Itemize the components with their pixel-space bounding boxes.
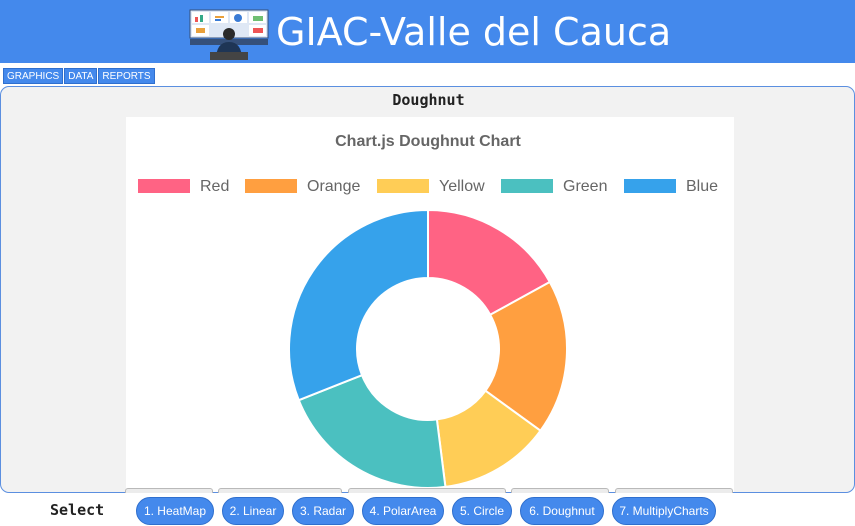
app-header: GIAC-Valle del Cauca [0, 0, 855, 63]
polararea-button[interactable]: 4. PolarArea [362, 497, 444, 525]
doughnut-slice[interactable] [297, 373, 447, 489]
doughnut-chart: Chart.js Doughnut Chart Red Orange Yellow G… [138, 133, 718, 489]
doughnut-button[interactable]: 6. Doughnut [520, 497, 604, 525]
chart-slices [288, 208, 568, 489]
legend-swatch[interactable] [624, 179, 676, 193]
circle-button[interactable]: 5. Circle [452, 497, 512, 525]
multiplycharts-button[interactable]: 7. MultiplyCharts [612, 497, 716, 525]
legend-swatch[interactable] [377, 179, 429, 193]
nav-tab-graphics[interactable]: GRAPHICS [3, 68, 64, 84]
tab-edge [125, 488, 213, 493]
heatmap-button[interactable]: 1. HeatMap [136, 497, 214, 525]
tab-edge [511, 488, 609, 493]
legend-swatch[interactable] [501, 179, 553, 193]
nav-tab-reports[interactable]: REPORTS [98, 68, 155, 84]
panel-title: Doughnut [392, 91, 465, 109]
legend-swatch[interactable] [245, 179, 297, 193]
radar-button[interactable]: 3. Radar [292, 497, 354, 525]
legend-label[interactable]: Red [200, 178, 229, 195]
tab-edge [348, 488, 506, 493]
select-label: Select [50, 501, 105, 519]
nav-tab-data[interactable]: DATA [64, 68, 98, 84]
tab-edge [218, 488, 342, 493]
legend-label[interactable]: Green [563, 178, 607, 195]
tab-edge [615, 488, 733, 493]
doughnut-slice[interactable] [427, 208, 552, 317]
top-nav: GRAPHICS DATA REPORTS [3, 68, 155, 84]
doughnut-slice[interactable] [288, 208, 429, 402]
chart-title: Chart.js Doughnut Chart [335, 133, 521, 150]
tab-edge-strip [125, 488, 733, 493]
chart-panel: Doughnut Chart.js Doughnut Chart Red Oran… [0, 86, 855, 493]
legend-label[interactable]: Orange [307, 178, 360, 195]
chart-canvas: Chart.js Doughnut Chart Red Orange Yellow G… [126, 117, 734, 492]
legend-swatch[interactable] [138, 179, 190, 193]
chart-legend: Red Orange Yellow Green Blue [138, 178, 718, 195]
legend-label[interactable]: Blue [686, 178, 718, 195]
linear-button[interactable]: 2. Linear [222, 497, 284, 525]
dashboard-monitors-user-icon [189, 9, 269, 60]
app-title: GIAC-Valle del Cauca [276, 10, 672, 54]
legend-label[interactable]: Yellow [439, 178, 485, 195]
doughnut-slice[interactable] [484, 280, 568, 433]
